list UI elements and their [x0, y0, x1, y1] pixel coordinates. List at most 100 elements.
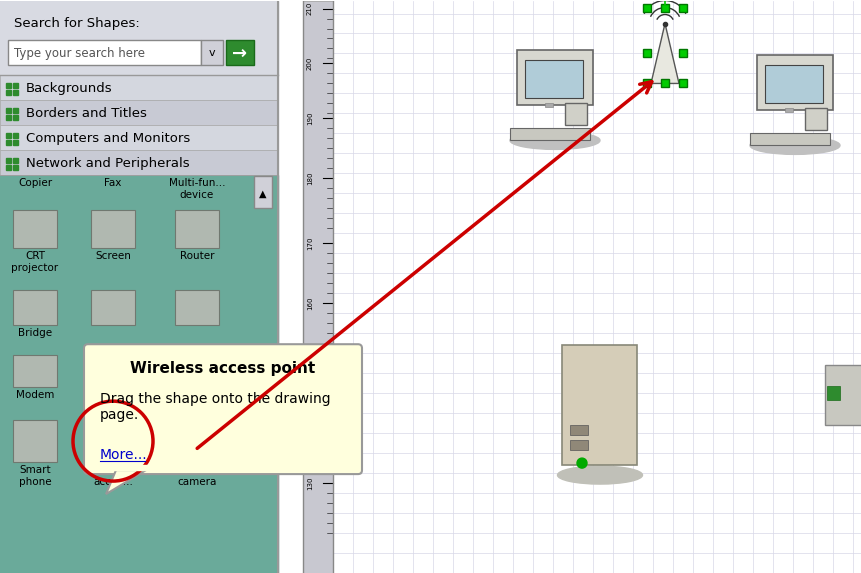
- Text: Bridge: Bridge: [18, 328, 52, 338]
- Text: Search for Shapes:: Search for Shapes:: [14, 17, 139, 30]
- FancyBboxPatch shape: [13, 108, 18, 113]
- Text: Wireless
acces...: Wireless acces...: [91, 465, 135, 486]
- FancyBboxPatch shape: [570, 425, 588, 435]
- Text: →: →: [232, 45, 248, 62]
- FancyBboxPatch shape: [827, 386, 840, 400]
- FancyBboxPatch shape: [643, 49, 651, 57]
- FancyBboxPatch shape: [825, 365, 861, 425]
- Ellipse shape: [510, 131, 600, 150]
- FancyBboxPatch shape: [13, 84, 18, 88]
- Ellipse shape: [750, 136, 840, 154]
- FancyBboxPatch shape: [679, 49, 687, 57]
- FancyBboxPatch shape: [510, 128, 590, 140]
- Text: 210: 210: [307, 2, 313, 15]
- FancyBboxPatch shape: [0, 76, 278, 100]
- Text: 150: 150: [307, 356, 313, 370]
- Text: v: v: [208, 49, 215, 58]
- FancyBboxPatch shape: [13, 291, 57, 325]
- FancyBboxPatch shape: [175, 420, 219, 462]
- FancyBboxPatch shape: [661, 80, 669, 88]
- Text: Smart
phone: Smart phone: [19, 465, 52, 486]
- Text: Network and Peripherals: Network and Peripherals: [26, 157, 189, 170]
- FancyBboxPatch shape: [175, 210, 219, 248]
- Text: Wireless access point: Wireless access point: [130, 360, 316, 376]
- FancyBboxPatch shape: [91, 355, 135, 387]
- FancyBboxPatch shape: [6, 91, 11, 96]
- FancyBboxPatch shape: [570, 440, 588, 450]
- Text: Copier: Copier: [18, 178, 52, 189]
- Text: 170: 170: [307, 237, 313, 250]
- FancyBboxPatch shape: [643, 80, 651, 88]
- FancyBboxPatch shape: [679, 80, 687, 88]
- FancyBboxPatch shape: [112, 465, 150, 470]
- FancyBboxPatch shape: [0, 175, 278, 573]
- FancyBboxPatch shape: [679, 3, 687, 11]
- FancyBboxPatch shape: [517, 50, 593, 105]
- FancyBboxPatch shape: [13, 210, 57, 248]
- FancyBboxPatch shape: [757, 56, 833, 111]
- Text: Type your search here: Type your search here: [14, 47, 145, 60]
- Text: 130: 130: [307, 476, 313, 490]
- FancyBboxPatch shape: [91, 291, 135, 325]
- FancyBboxPatch shape: [6, 115, 11, 120]
- FancyBboxPatch shape: [6, 108, 11, 113]
- Circle shape: [577, 458, 587, 468]
- FancyBboxPatch shape: [303, 1, 333, 573]
- FancyBboxPatch shape: [175, 291, 219, 325]
- FancyBboxPatch shape: [765, 65, 823, 104]
- Text: Borders and Titles: Borders and Titles: [26, 107, 147, 120]
- Polygon shape: [106, 470, 146, 494]
- FancyBboxPatch shape: [525, 61, 583, 99]
- Text: Multi-fun...
device: Multi-fun... device: [169, 178, 226, 200]
- FancyBboxPatch shape: [0, 100, 278, 125]
- Text: 200: 200: [307, 57, 313, 70]
- Text: 190: 190: [307, 112, 313, 125]
- FancyBboxPatch shape: [6, 140, 11, 146]
- FancyBboxPatch shape: [254, 176, 272, 209]
- FancyBboxPatch shape: [91, 420, 135, 462]
- FancyBboxPatch shape: [333, 1, 861, 573]
- FancyBboxPatch shape: [0, 150, 278, 175]
- Text: 180: 180: [307, 172, 313, 185]
- FancyBboxPatch shape: [13, 140, 18, 146]
- Text: To: To: [108, 390, 119, 400]
- Text: 140: 140: [307, 417, 313, 430]
- FancyBboxPatch shape: [13, 166, 18, 170]
- FancyBboxPatch shape: [661, 3, 669, 11]
- Text: Digital
camera: Digital camera: [177, 465, 217, 486]
- FancyBboxPatch shape: [201, 41, 223, 65]
- FancyBboxPatch shape: [91, 210, 135, 248]
- FancyBboxPatch shape: [175, 355, 219, 387]
- FancyBboxPatch shape: [8, 41, 201, 65]
- Polygon shape: [651, 23, 679, 84]
- Text: Backgrounds: Backgrounds: [26, 82, 113, 95]
- FancyBboxPatch shape: [226, 41, 254, 65]
- FancyBboxPatch shape: [6, 84, 11, 88]
- FancyBboxPatch shape: [13, 158, 18, 163]
- Text: 160: 160: [307, 296, 313, 310]
- Text: Screen: Screen: [95, 252, 131, 261]
- FancyBboxPatch shape: [0, 1, 278, 573]
- FancyBboxPatch shape: [13, 91, 18, 96]
- FancyBboxPatch shape: [0, 125, 278, 150]
- FancyBboxPatch shape: [6, 134, 11, 139]
- Ellipse shape: [558, 466, 642, 484]
- FancyBboxPatch shape: [545, 104, 553, 107]
- FancyBboxPatch shape: [13, 134, 18, 139]
- FancyBboxPatch shape: [91, 351, 361, 473]
- Text: Modem: Modem: [15, 390, 54, 400]
- Text: More...: More...: [100, 448, 147, 462]
- FancyBboxPatch shape: [750, 134, 830, 146]
- FancyBboxPatch shape: [6, 166, 11, 170]
- Text: CRT
projector: CRT projector: [11, 252, 59, 273]
- Text: Computers and Monitors: Computers and Monitors: [26, 132, 190, 145]
- FancyBboxPatch shape: [562, 345, 637, 465]
- FancyBboxPatch shape: [13, 420, 57, 462]
- FancyBboxPatch shape: [0, 1, 278, 76]
- FancyBboxPatch shape: [13, 115, 18, 120]
- FancyBboxPatch shape: [805, 108, 827, 131]
- FancyBboxPatch shape: [6, 158, 11, 163]
- FancyBboxPatch shape: [785, 108, 793, 112]
- FancyBboxPatch shape: [565, 104, 587, 125]
- FancyBboxPatch shape: [13, 355, 57, 387]
